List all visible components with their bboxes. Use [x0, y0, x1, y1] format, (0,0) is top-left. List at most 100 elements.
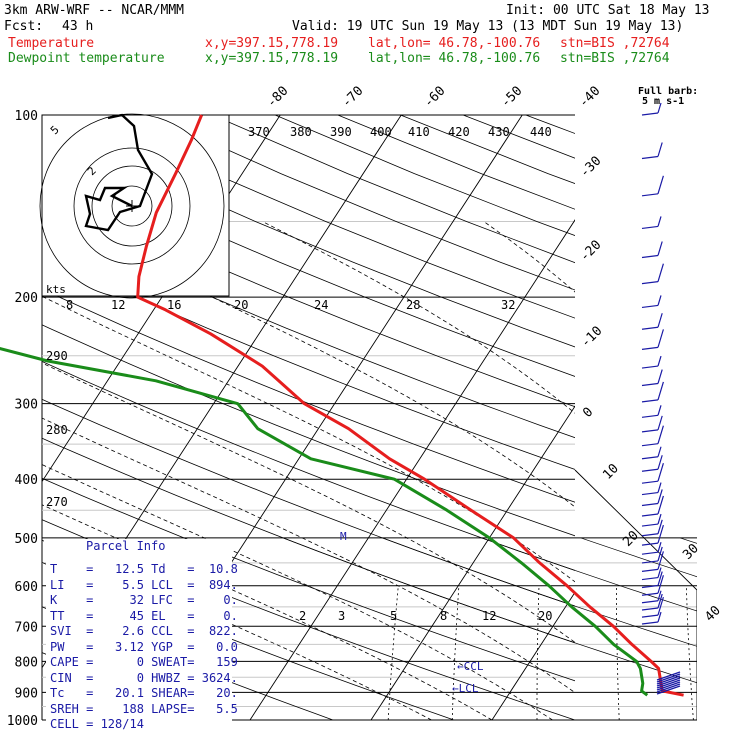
wind-barb: [641, 523, 659, 527]
wind-barb: [641, 429, 659, 433]
wind-barb: [641, 551, 659, 555]
dry-adiabat: [42, 361, 575, 571]
isotherm: [734, 115, 740, 720]
wind-barb: [641, 281, 659, 285]
wind-barb: [641, 468, 659, 472]
parcel-row: LI = 5.5 LCL = 894.: [50, 577, 238, 592]
dry-adiabat: [42, 606, 335, 720]
wind-barb: [641, 614, 659, 618]
pressure-tick-label: 600: [15, 580, 38, 595]
mixing-ratio-line: [536, 585, 540, 720]
dewpoint-xy: x,y=397.15,778.19: [205, 51, 339, 66]
wind-barb-flag: [657, 216, 662, 227]
sounding-profiles: [0, 114, 684, 697]
theta-e-label: 400: [370, 125, 392, 139]
parcel-info-title: Parcel Info: [86, 539, 166, 553]
mixing-ratio-label: 3: [338, 609, 345, 623]
isotherm-label: 0: [580, 405, 596, 421]
hodograph-speed-label: 12: [111, 298, 125, 312]
wind-barb-low: [656, 675, 681, 685]
wind-barb: [641, 155, 659, 160]
isotherm-label: -20: [577, 238, 604, 265]
isotherm-label: 40: [702, 603, 724, 625]
hodograph-speed-label: 16: [167, 298, 181, 312]
wind-barb: [641, 456, 659, 460]
wind-barb: [641, 193, 659, 197]
wind-barb: [641, 225, 659, 230]
wind-barb: [641, 607, 659, 611]
wind-barb-flag: [657, 102, 662, 114]
dry-adiabat: [42, 477, 575, 682]
isotherm: [613, 115, 740, 720]
temperature-station: stn=BIS ,72764: [560, 36, 670, 51]
m-marker: M: [340, 530, 347, 543]
hodograph-ring-outer: [39, 113, 225, 299]
wind-barb-low: [656, 671, 681, 681]
wind-barb-flag: [657, 381, 664, 401]
wind-barb: [641, 621, 659, 625]
mixing-ratio-line: [387, 585, 399, 720]
wind-barb-low: [656, 685, 681, 695]
isotherm-label: 10: [600, 461, 622, 483]
wind-barb: [641, 502, 659, 507]
pressure-tick-label: 1000: [7, 714, 38, 729]
wind-barb: [641, 576, 659, 581]
wind-barbs: [641, 102, 681, 695]
moist-adiabat: [262, 221, 575, 414]
lcl-marker: ←LCL: [452, 682, 479, 695]
wind-barb: [641, 600, 659, 604]
dry-adiabat: [42, 253, 575, 470]
forecast-label: Fcst:: [4, 19, 44, 34]
wind-barb-flag: [657, 425, 664, 444]
pressure-tick-label: 100: [15, 109, 38, 124]
parcel-row: CAPE = 0 SWEAT= 159: [50, 655, 238, 669]
wind-barb-low: [656, 673, 681, 683]
wind-barb: [641, 414, 659, 418]
wind-barb-flag: [657, 263, 664, 282]
theta-e-label: 370: [248, 125, 270, 139]
dry-adiabat: [149, 115, 575, 291]
isotherm-label: -60: [421, 84, 448, 111]
parcel-row: SREH = 188 LAPSE= 5.5: [50, 701, 238, 716]
wind-barb-low: [656, 683, 681, 693]
wind-barb-flag: [657, 415, 663, 431]
wind-barb-flag: [657, 596, 664, 616]
wind-barb-flag: [657, 175, 664, 194]
dewpoint-profile: [0, 347, 649, 697]
wind-barb: [641, 382, 659, 387]
theta-label: 280: [46, 423, 68, 437]
wind-barb: [641, 513, 659, 517]
wind-barb-flag: [657, 142, 663, 157]
model-title: 3km ARW-WRF -- NCAR/MMM: [4, 3, 185, 18]
hodograph-ring: [91, 165, 173, 247]
dry-adiabat: [337, 115, 575, 210]
parcel-row: TT = 45 EL = 0.: [50, 608, 238, 623]
temperature-profile: [136, 114, 684, 697]
isotherm-label: -10: [578, 324, 605, 351]
wind-barb: [641, 365, 659, 369]
pressure-tick-label: 800: [15, 655, 38, 670]
dewpoint-legend: Dewpoint temperature: [8, 51, 165, 66]
wind-barb-low: [656, 681, 681, 691]
wind-barb-flag: [657, 241, 663, 256]
barb-legend-line2: 5 m s-1: [642, 96, 685, 107]
parcel-row: CIN = 0 HWBZ = 3624.: [50, 670, 238, 685]
wind-barb-flag: [657, 355, 662, 367]
parcel-row: CELL = 128/14: [50, 717, 144, 731]
wind-barb: [641, 592, 659, 596]
hodograph-trace: [84, 113, 154, 232]
mixing-ratio-line: [685, 585, 694, 720]
wind-barb-flag: [657, 295, 662, 306]
wind-barb-flag: [657, 513, 662, 525]
lower-boundary: [574, 469, 697, 720]
wind-barb: [641, 443, 659, 447]
wind-barb-low: [656, 677, 681, 687]
valid-time: Valid: 19 UTC Sun 19 May 13 (13 MDT Sun …: [292, 19, 684, 34]
pressure-tick-label: 700: [15, 620, 38, 635]
parcel-row: T = 12.5 Td = 10.8: [50, 562, 238, 576]
wind-barb-flag: [657, 571, 663, 586]
wind-barb-flag: [657, 551, 664, 570]
parcel-row: Tc = 20.1 SHEAR= 20.: [50, 686, 238, 700]
hodograph-ring: [73, 147, 191, 265]
hodograph-speed-label: 32: [501, 298, 515, 312]
